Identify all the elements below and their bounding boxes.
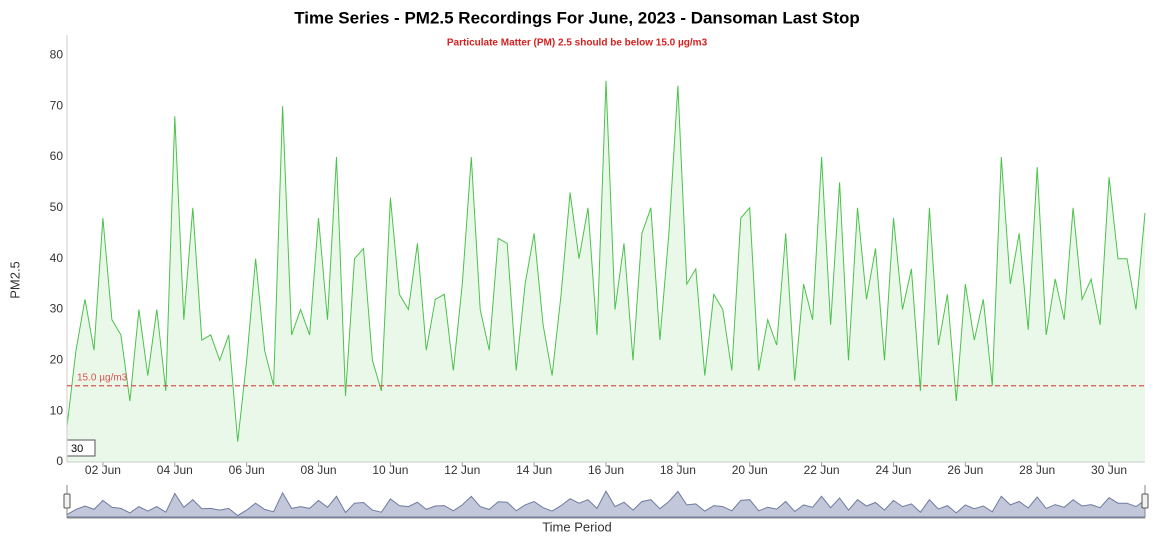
y-tick-label: 80 [50,48,64,62]
x-tick-label: 14 Jun [516,463,552,477]
x-tick-label: 12 Jun [444,463,480,477]
x-tick-label: 04 Jun [157,463,193,477]
y-tick-label: 60 [50,149,64,163]
line [66,80,1146,442]
x-tick-label: 24 Jun [875,463,911,477]
x-tick-label: 26 Jun [947,463,983,477]
chart-title: Time Series - PM2.5 Recordings For June,… [294,8,860,27]
y-tick-label: 0 [56,454,63,468]
x-tick-label: 20 Jun [732,463,768,477]
x-tick-label: 06 Jun [229,463,265,477]
x-tick-label: 30 Jun [1091,463,1127,477]
x-axis-label: Time Period [542,519,612,534]
navigator-handle[interactable] [63,493,71,509]
x-tick-label: 22 Jun [804,463,840,477]
y-axis-label: PM2.5 [7,261,22,299]
range-label: 30 [71,443,83,455]
x-tick-label: 08 Jun [301,463,337,477]
y-tick-label: 50 [50,200,64,214]
navigator-area [66,490,1146,518]
threshold-label: 15.0 µg/m3 [77,372,128,383]
area [67,80,1145,463]
y-tick-label: 30 [50,302,64,316]
y-tick-label: 10 [50,403,64,417]
x-tick-label: 10 Jun [372,463,408,477]
x-tick-label: 02 Jun [85,463,121,477]
y-tick-label: 70 [50,98,64,112]
x-tick-label: 28 Jun [1019,463,1055,477]
x-tick-label: 18 Jun [660,463,696,477]
navigator-handle[interactable] [1141,493,1149,509]
y-tick-label: 40 [50,251,64,265]
chart-subtitle: Particulate Matter (PM) 2.5 should be be… [447,38,708,49]
x-tick-label: 16 Jun [588,463,624,477]
y-tick-label: 20 [50,353,64,367]
